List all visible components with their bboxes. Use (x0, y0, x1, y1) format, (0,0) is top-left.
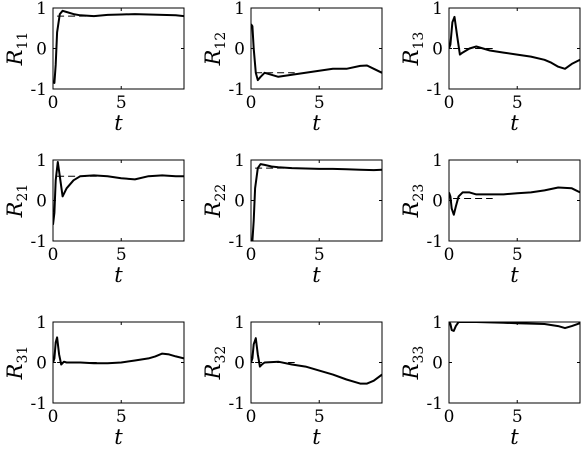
y-tick-label: -1 (426, 232, 443, 252)
x-tick-label: 0 (48, 407, 59, 427)
estimate-line (449, 186, 580, 216)
axes-box (52, 159, 185, 242)
x-tick-label: 5 (116, 93, 127, 113)
x-tick-label: 5 (512, 245, 523, 265)
y-tick-label: 1 (432, 0, 443, 19)
y-axis-label-subscript: 22 (213, 184, 229, 202)
y-tick-label: 0 (234, 354, 245, 374)
y-tick-label: -1 (30, 394, 47, 414)
y-axis-label: R11 (3, 32, 31, 67)
y-axis-label-subscript: 12 (213, 32, 229, 50)
y-axis-label-subscript: 32 (213, 346, 229, 364)
y-tick-label: -1 (30, 80, 47, 100)
x-tick-label: 5 (116, 407, 127, 427)
estimate-line (53, 161, 184, 225)
x-tick-label: 5 (512, 407, 523, 427)
y-axis-label: R13 (399, 32, 427, 67)
estimate-line (449, 15, 580, 70)
x-axis-label: t (312, 263, 321, 287)
x-tick-label: 5 (314, 245, 325, 265)
y-tick-label: 1 (36, 313, 47, 333)
y-tick-label: 1 (234, 313, 245, 333)
y-tick-label: -1 (228, 80, 245, 100)
axes-box (448, 159, 581, 242)
y-axis-label-subscript: 11 (15, 32, 31, 50)
y-axis-label: R23 (399, 184, 427, 219)
estimate-line (449, 322, 580, 332)
y-tick-label: 1 (234, 0, 245, 19)
y-axis-label-subscript: 23 (411, 184, 427, 202)
x-axis-label: t (114, 111, 123, 135)
estimate-line (251, 337, 382, 385)
y-axis-label-subscript: 21 (15, 184, 31, 202)
x-axis-label: t (312, 425, 321, 449)
x-tick-label: 5 (314, 407, 325, 427)
axes-box (250, 7, 383, 90)
x-tick-label: 0 (444, 407, 455, 427)
y-tick-label: 0 (432, 40, 443, 60)
y-tick-label: 0 (36, 40, 47, 60)
x-tick-label: 5 (314, 93, 325, 113)
y-axis-label: R33 (399, 346, 427, 381)
y-tick-label: 0 (36, 192, 47, 212)
y-axis-label: R22 (201, 184, 229, 219)
x-tick-label: 0 (246, 407, 257, 427)
x-axis-label: t (510, 111, 519, 135)
y-axis-label-subscript: 31 (15, 346, 31, 364)
x-axis-label: t (510, 425, 519, 449)
y-tick-label: -1 (426, 80, 443, 100)
y-axis-label: R32 (201, 346, 229, 381)
x-axis-label: t (114, 425, 123, 449)
y-tick-label: 0 (432, 354, 443, 374)
x-tick-label: 5 (116, 245, 127, 265)
x-axis-label: t (114, 263, 123, 287)
y-tick-label: 0 (234, 192, 245, 212)
x-tick-label: 0 (48, 93, 59, 113)
y-tick-label: -1 (228, 232, 245, 252)
x-tick-label: 0 (48, 245, 59, 265)
y-tick-label: 1 (432, 313, 443, 333)
axes-box (448, 321, 581, 404)
estimate-line (53, 9, 184, 84)
x-axis-label: t (312, 111, 321, 135)
estimate-line (251, 23, 382, 82)
x-axis-label: t (510, 263, 519, 287)
y-tick-label: 0 (432, 192, 443, 212)
x-tick-label: 0 (444, 245, 455, 265)
y-axis-label: R21 (3, 184, 31, 219)
y-tick-label: 0 (234, 40, 245, 60)
estimate-line (53, 336, 184, 366)
y-tick-label: -1 (426, 394, 443, 414)
y-axis-label-subscript: 13 (411, 32, 427, 50)
y-tick-label: 1 (36, 151, 47, 171)
y-tick-label: 1 (36, 0, 47, 19)
x-tick-label: 0 (246, 93, 257, 113)
y-axis-label-subscript: 33 (411, 346, 427, 364)
y-tick-label: 1 (234, 151, 245, 171)
y-tick-label: 1 (432, 151, 443, 171)
y-tick-label: -1 (228, 394, 245, 414)
y-tick-label: -1 (30, 232, 47, 252)
y-axis-label: R12 (201, 32, 229, 67)
axes-box (250, 159, 383, 242)
y-axis-label: R31 (3, 346, 31, 381)
estimate-line (251, 163, 382, 241)
x-tick-label: 5 (512, 93, 523, 113)
x-tick-label: 0 (246, 245, 257, 265)
x-tick-label: 0 (444, 93, 455, 113)
y-tick-label: 0 (36, 354, 47, 374)
axes-box (52, 7, 185, 90)
